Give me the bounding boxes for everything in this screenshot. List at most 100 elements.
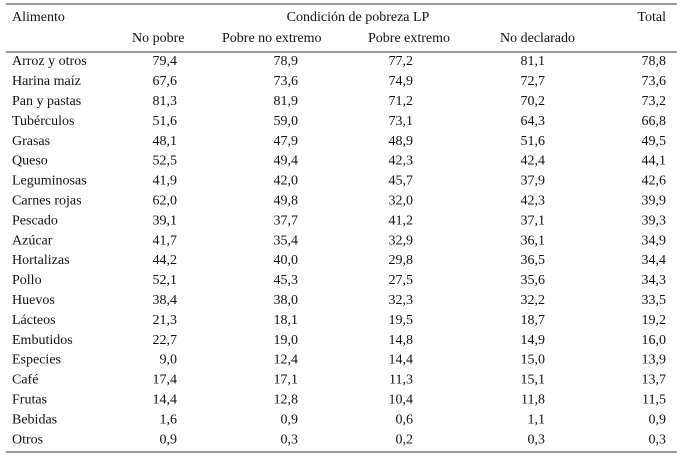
cell: 9,0 bbox=[160, 353, 178, 368]
cell: 34,3 bbox=[642, 273, 667, 288]
cell: 0,2 bbox=[396, 432, 414, 447]
row-label: Pollo bbox=[12, 273, 42, 288]
cell: 19,0 bbox=[274, 333, 299, 348]
cell: 0,9 bbox=[649, 412, 667, 427]
cell: 64,3 bbox=[521, 114, 546, 129]
header-cell: Alimento bbox=[12, 10, 65, 25]
cell: 39,3 bbox=[642, 213, 667, 228]
cell: 14,8 bbox=[389, 333, 414, 348]
cell: 27,5 bbox=[389, 273, 414, 288]
row-label: Especies bbox=[12, 353, 61, 368]
cell: 11,8 bbox=[521, 393, 545, 408]
cell: 49,5 bbox=[642, 134, 667, 149]
row-label: Queso bbox=[12, 154, 48, 169]
cell: 52,5 bbox=[153, 154, 178, 169]
cell: 29,8 bbox=[389, 253, 414, 268]
cell: 32,0 bbox=[389, 194, 414, 209]
row-label: Huevos bbox=[12, 293, 55, 308]
cell: 73,6 bbox=[642, 74, 667, 89]
cell: 0,3 bbox=[528, 432, 546, 447]
cell: 71,2 bbox=[389, 94, 414, 109]
cell: 73,2 bbox=[642, 94, 667, 109]
cell: 47,9 bbox=[274, 134, 299, 149]
cell: 39,1 bbox=[153, 213, 178, 228]
cell: 12,8 bbox=[274, 393, 299, 408]
cell: 15,0 bbox=[521, 353, 546, 368]
column-header: Pobre extremo bbox=[368, 31, 450, 46]
header-cell: Total bbox=[637, 10, 666, 25]
cell: 51,6 bbox=[521, 134, 546, 149]
cell: 42,3 bbox=[521, 194, 546, 209]
cell: 45,7 bbox=[389, 174, 414, 189]
cell: 74,9 bbox=[389, 74, 414, 89]
row-label: Grasas bbox=[12, 134, 50, 149]
row-label: Frutas bbox=[12, 393, 47, 408]
cell: 0,6 bbox=[396, 412, 414, 427]
cell: 33,5 bbox=[642, 293, 667, 308]
row-label: Carnes rojas bbox=[12, 194, 82, 209]
cell: 59,0 bbox=[274, 114, 299, 129]
row-label: Café bbox=[12, 373, 38, 388]
cell: 17,4 bbox=[153, 373, 178, 388]
cell: 35,4 bbox=[274, 233, 299, 248]
cell: 32,9 bbox=[389, 233, 414, 248]
cell: 51,6 bbox=[153, 114, 178, 129]
cell: 12,4 bbox=[274, 353, 299, 368]
cell: 11,5 bbox=[642, 393, 666, 408]
cell: 37,1 bbox=[521, 213, 546, 228]
cell: 37,9 bbox=[521, 174, 546, 189]
cell: 78,8 bbox=[642, 54, 667, 69]
cell: 79,4 bbox=[153, 54, 178, 69]
cell: 38,0 bbox=[274, 293, 299, 308]
cell: 34,4 bbox=[642, 253, 667, 268]
row-label: Harina maíz bbox=[12, 74, 81, 89]
cell: 42,3 bbox=[389, 154, 414, 169]
cell: 72,7 bbox=[521, 74, 546, 89]
cell: 49,8 bbox=[274, 194, 299, 209]
cell: 13,9 bbox=[642, 353, 667, 368]
cell: 18,1 bbox=[274, 313, 299, 328]
cell: 1,6 bbox=[160, 412, 178, 427]
cell: 39,9 bbox=[642, 194, 667, 209]
cell: 18,7 bbox=[521, 313, 546, 328]
cell: 0,3 bbox=[281, 432, 299, 447]
row-label: Arroz y otros bbox=[12, 54, 87, 69]
cell: 0,9 bbox=[281, 412, 299, 427]
cell: 42,0 bbox=[274, 174, 299, 189]
cell: 37,7 bbox=[274, 213, 299, 228]
cell: 41,7 bbox=[153, 233, 178, 248]
cell: 11,3 bbox=[389, 373, 413, 388]
cell: 10,4 bbox=[389, 393, 414, 408]
cell: 67,6 bbox=[153, 74, 178, 89]
cell: 0,9 bbox=[160, 432, 178, 447]
cell: 15,1 bbox=[521, 373, 546, 388]
cell: 19,2 bbox=[642, 313, 667, 328]
cell: 17,1 bbox=[274, 373, 299, 388]
cell: 77,2 bbox=[389, 54, 414, 69]
row-label: Tubérculos bbox=[12, 114, 75, 129]
cell: 81,9 bbox=[274, 94, 299, 109]
cell: 62,0 bbox=[153, 194, 178, 209]
cell: 49,4 bbox=[274, 154, 299, 169]
cell: 48,9 bbox=[389, 134, 414, 149]
cell: 38,4 bbox=[153, 293, 178, 308]
cell: 16,0 bbox=[642, 333, 667, 348]
cell: 42,4 bbox=[521, 154, 546, 169]
row-label: Pan y pastas bbox=[12, 94, 81, 109]
cell: 81,1 bbox=[521, 54, 546, 69]
row-label: Pescado bbox=[12, 213, 58, 228]
cell: 73,1 bbox=[389, 114, 414, 129]
cell: 73,6 bbox=[274, 74, 299, 89]
cell: 36,1 bbox=[521, 233, 546, 248]
row-label: Azúcar bbox=[12, 233, 53, 248]
cell: 32,3 bbox=[389, 293, 414, 308]
cell: 45,3 bbox=[274, 273, 299, 288]
cell: 14,9 bbox=[521, 333, 546, 348]
cell: 52,1 bbox=[153, 273, 178, 288]
cell: 42,6 bbox=[642, 174, 667, 189]
row-label: Hortalizas bbox=[12, 253, 70, 268]
cell: 41,9 bbox=[153, 174, 178, 189]
row-label: Otros bbox=[12, 432, 43, 447]
cell: 48,1 bbox=[153, 134, 178, 149]
cell: 22,7 bbox=[153, 333, 178, 348]
